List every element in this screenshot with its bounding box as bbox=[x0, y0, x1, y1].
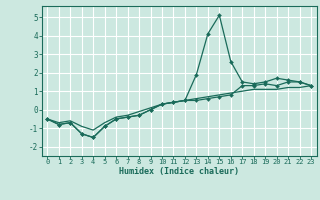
X-axis label: Humidex (Indice chaleur): Humidex (Indice chaleur) bbox=[119, 167, 239, 176]
